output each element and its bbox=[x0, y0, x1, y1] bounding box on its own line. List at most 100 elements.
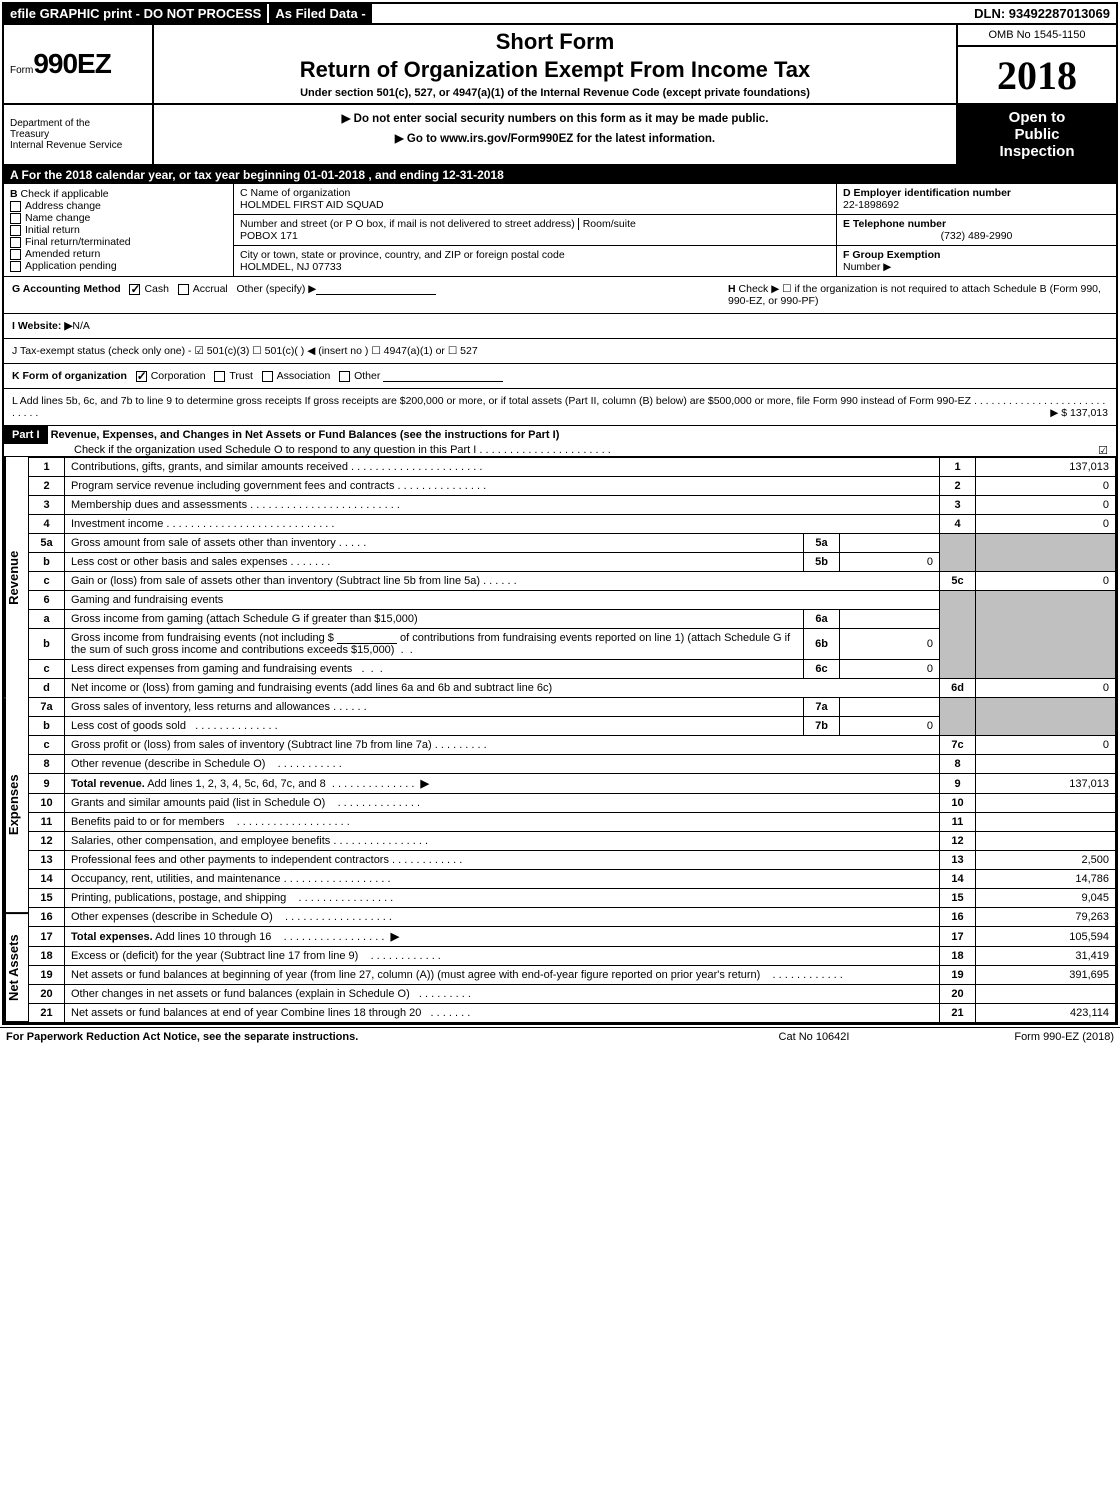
checkbox-name-change[interactable] bbox=[10, 213, 21, 224]
part1-header-row: Part I Revenue, Expenses, and Changes in… bbox=[4, 426, 1116, 457]
line-7c-desc: Gross profit or (loss) from sales of inv… bbox=[71, 739, 432, 751]
line-11: 11 Benefits paid to or for members . . .… bbox=[29, 813, 1116, 832]
line-21-desc: Net assets or fund balances at end of ye… bbox=[71, 1007, 421, 1019]
line-13-desc: Professional fees and other payments to … bbox=[71, 854, 389, 866]
line-3: 3 Membership dues and assessments . . . … bbox=[29, 496, 1116, 515]
line-3-desc: Membership dues and assessments bbox=[71, 499, 247, 511]
part1-table: Revenue Expenses Net Assets 1 Contributi… bbox=[4, 457, 1116, 1023]
item-application-pending: Application pending bbox=[25, 260, 117, 272]
line-13-amt: 2,500 bbox=[976, 851, 1116, 870]
checkbox-final-return[interactable] bbox=[10, 237, 21, 248]
b-label: B bbox=[10, 188, 18, 200]
line-6d-full: d Net income or (loss) from gaming and f… bbox=[29, 679, 1116, 698]
form-prefix: Form bbox=[10, 65, 33, 76]
omb-number: OMB No 1545-1150 bbox=[958, 25, 1116, 47]
website: N/A bbox=[72, 320, 90, 332]
side-netassets: Net Assets bbox=[4, 914, 28, 1023]
line-15-amt: 9,045 bbox=[976, 889, 1116, 908]
dept-box: Department of the Treasury Internal Reve… bbox=[4, 105, 154, 164]
line-1-desc: Contributions, gifts, grants, and simila… bbox=[71, 461, 348, 473]
line-14-amt: 14,786 bbox=[976, 870, 1116, 889]
section-bcdef: B Check if applicable Address change Nam… bbox=[4, 184, 1116, 277]
line-5a: 5a Gross amount from sale of assets othe… bbox=[29, 534, 1116, 553]
line-17: 17 Total expenses. Add lines 10 through … bbox=[29, 927, 1116, 947]
section-l: L Add lines 5b, 6c, and 7b to line 9 to … bbox=[4, 389, 1116, 426]
contrib-input[interactable] bbox=[337, 643, 397, 644]
line-16-desc: Other expenses (describe in Schedule O) bbox=[71, 911, 273, 923]
footer-right: Form 990-EZ (2018) bbox=[914, 1031, 1114, 1043]
section-def: D Employer identification number 22-1898… bbox=[836, 184, 1116, 276]
warnings: ▶ Do not enter social security numbers o… bbox=[154, 105, 956, 164]
line-6c-desc: Less direct expenses from gaming and fun… bbox=[71, 663, 352, 675]
inspection: Inspection bbox=[960, 143, 1114, 160]
section-k: K Form of organization Corporation Trust… bbox=[4, 364, 1116, 389]
dept-line2: Treasury bbox=[10, 129, 146, 140]
dept-line1: Department of the bbox=[10, 118, 146, 129]
line-10: 10 Grants and similar amounts paid (list… bbox=[29, 794, 1116, 813]
other-specify-input[interactable] bbox=[316, 294, 436, 295]
line-11-desc: Benefits paid to or for members bbox=[71, 816, 224, 828]
part1-checked: ☑ bbox=[1098, 444, 1116, 457]
top-bar: efile GRAPHIC print - DO NOT PROCESS As … bbox=[4, 4, 1116, 25]
checkbox-address-change[interactable] bbox=[10, 201, 21, 212]
checkbox-assoc[interactable] bbox=[262, 371, 273, 382]
checkbox-other-org[interactable] bbox=[339, 371, 350, 382]
item-initial-return: Initial return bbox=[25, 224, 80, 236]
checkbox-cash[interactable] bbox=[129, 284, 140, 295]
line-4: 4 Investment income . . . . . . . . . . … bbox=[29, 515, 1116, 534]
part1-label: Part I bbox=[4, 426, 48, 444]
line-5c-desc: Gain or (loss) from sale of assets other… bbox=[71, 575, 480, 587]
line-17-amt: 105,594 bbox=[976, 927, 1116, 947]
line-1: 1 Contributions, gifts, grants, and simi… bbox=[29, 458, 1116, 477]
side-revenue: Revenue bbox=[4, 457, 28, 698]
line-6: 6 Gaming and fundraising events bbox=[29, 591, 1116, 610]
open-to: Open to bbox=[960, 109, 1114, 126]
checkbox-corp[interactable] bbox=[136, 371, 147, 382]
line-14-desc: Occupancy, rent, utilities, and maintena… bbox=[71, 873, 281, 885]
item-amended-return: Amended return bbox=[25, 248, 100, 260]
line-20: 20 Other changes in net assets or fund b… bbox=[29, 985, 1116, 1004]
checkbox-initial-return[interactable] bbox=[10, 225, 21, 236]
line-18: 18 Excess or (deficit) for the year (Sub… bbox=[29, 947, 1116, 966]
line-19-amt: 391,695 bbox=[976, 966, 1116, 985]
checkbox-trust[interactable] bbox=[214, 371, 225, 382]
line-16-amt: 79,263 bbox=[976, 908, 1116, 927]
checkbox-amended-return[interactable] bbox=[10, 249, 21, 260]
section-gh: G Accounting Method Cash Accrual Other (… bbox=[4, 277, 1116, 314]
line-4-desc: Investment income bbox=[71, 518, 163, 530]
line-5c: c Gain or (loss) from sale of assets oth… bbox=[29, 572, 1116, 591]
line-5c-amt: 0 bbox=[976, 572, 1116, 591]
i-label: I Website: ▶ bbox=[12, 320, 72, 332]
line-7b-desc: Less cost of goods sold bbox=[71, 720, 186, 732]
open-to-public: Open to Public Inspection bbox=[956, 105, 1116, 164]
line-14: 14 Occupancy, rent, utilities, and maint… bbox=[29, 870, 1116, 889]
addr-label: Number and street (or P O box, if mail i… bbox=[240, 218, 575, 230]
line-4-amt: 0 bbox=[976, 515, 1116, 534]
dept-line3: Internal Revenue Service bbox=[10, 140, 146, 151]
corp-label: Corporation bbox=[151, 370, 206, 382]
line-6c-sub: 0 bbox=[840, 660, 940, 679]
form-990ez: efile GRAPHIC print - DO NOT PROCESS As … bbox=[2, 2, 1118, 1025]
header-right: OMB No 1545-1150 2018 bbox=[956, 25, 1116, 103]
line-19-desc: Net assets or fund balances at beginning… bbox=[71, 969, 760, 981]
addr: POBOX 171 bbox=[240, 230, 830, 242]
d-label: D Employer identification number bbox=[843, 187, 1011, 199]
accrual-label: Accrual bbox=[193, 283, 228, 295]
part1-title: Revenue, Expenses, and Changes in Net As… bbox=[51, 429, 560, 441]
form-number-box: Form990EZ bbox=[4, 25, 154, 103]
header-title-block: Short Form Return of Organization Exempt… bbox=[154, 25, 956, 103]
other-org-input[interactable] bbox=[383, 381, 503, 382]
line-6d-amt: 0 bbox=[976, 679, 1116, 698]
item-final-return: Final return/terminated bbox=[25, 236, 131, 248]
ein: 22-1898692 bbox=[843, 199, 1110, 211]
checkbox-accrual[interactable] bbox=[178, 284, 189, 295]
l-amount: ▶ $ 137,013 bbox=[1050, 407, 1108, 419]
dept-row: Department of the Treasury Internal Reve… bbox=[4, 105, 1116, 166]
line-a: A For the 2018 calendar year, or tax yea… bbox=[4, 166, 1116, 184]
line-10-desc: Grants and similar amounts paid (list in… bbox=[71, 797, 325, 809]
line-2-desc: Program service revenue including govern… bbox=[71, 480, 394, 492]
line-19: 19 Net assets or fund balances at beginn… bbox=[29, 966, 1116, 985]
checkbox-application-pending[interactable] bbox=[10, 261, 21, 272]
h-label: H bbox=[728, 283, 736, 295]
return-title: Return of Organization Exempt From Incom… bbox=[162, 57, 948, 83]
